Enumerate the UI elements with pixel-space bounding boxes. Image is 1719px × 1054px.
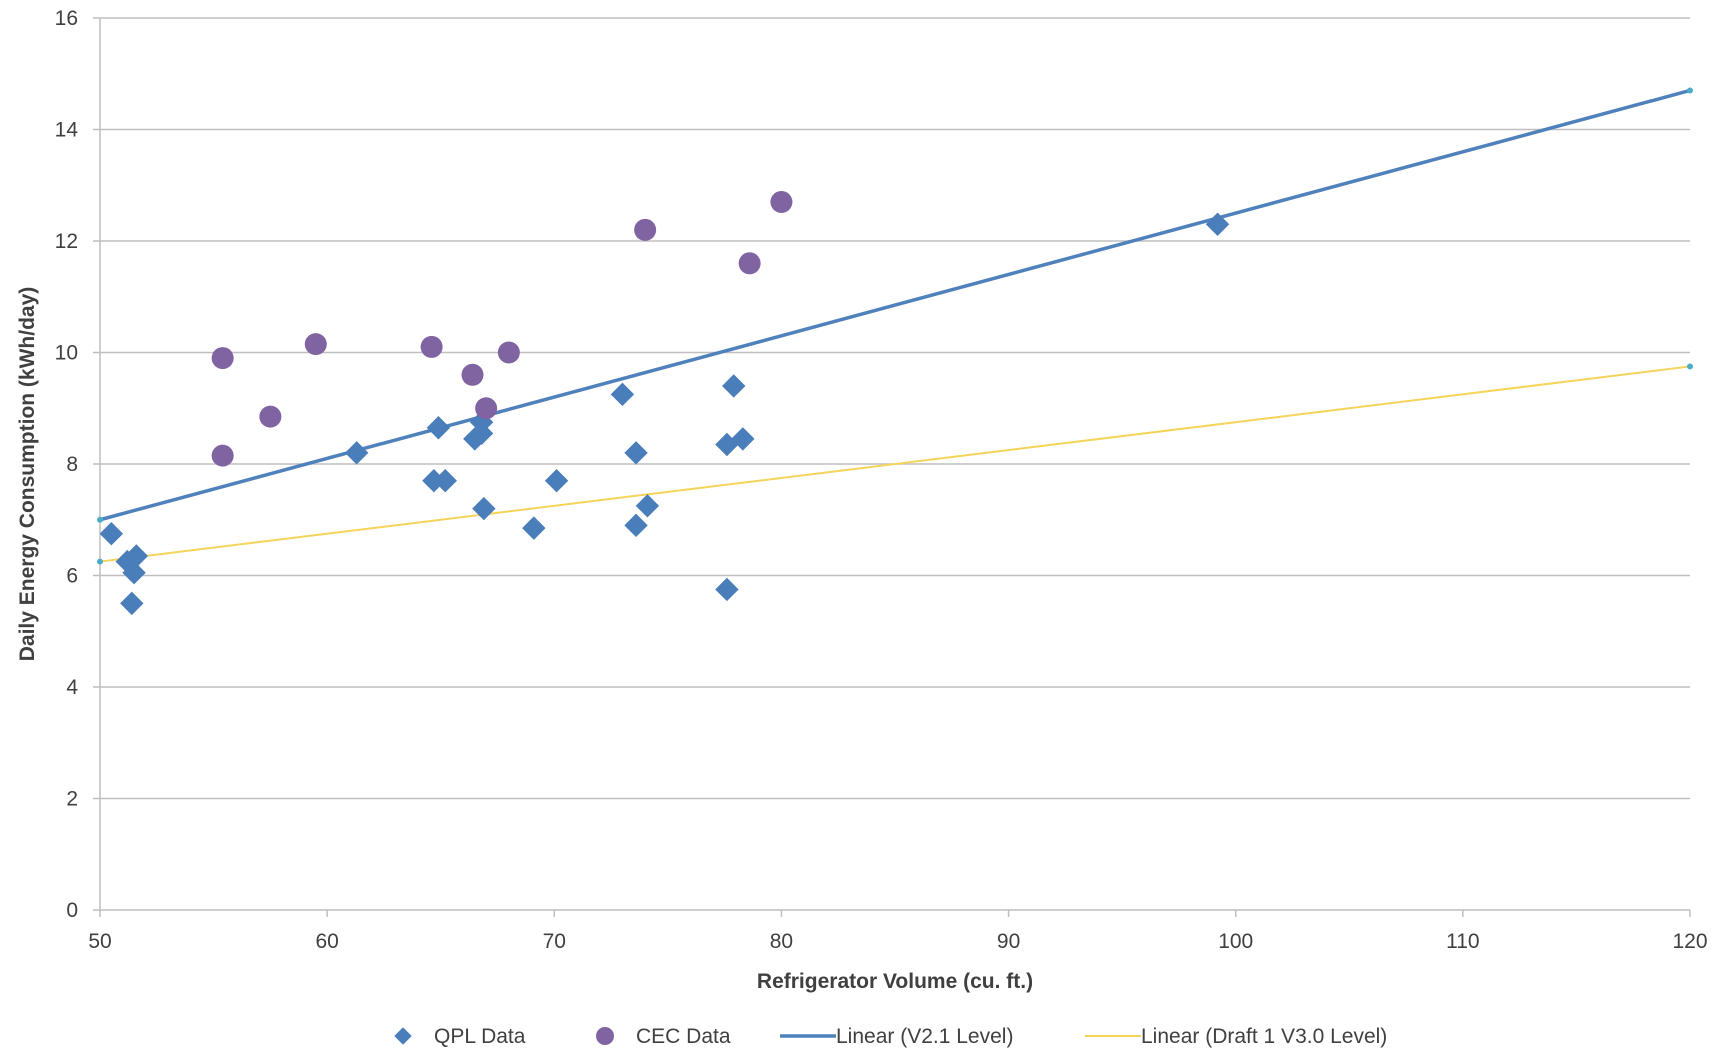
x-tick-label: 100 bbox=[1218, 930, 1253, 953]
point-cec-data bbox=[738, 252, 761, 275]
y-tick-label: 4 bbox=[66, 676, 78, 699]
legend-label-linear-draft-1-v3-0-level: Linear (Draft 1 V3.0 Level) bbox=[1141, 1025, 1387, 1048]
y-tick-label: 16 bbox=[55, 7, 78, 30]
x-tick-label: 80 bbox=[770, 930, 793, 953]
point-cec-data bbox=[497, 341, 520, 364]
legend-label-linear-v2-1-level: Linear (V2.1 Level) bbox=[836, 1025, 1013, 1048]
point-cec-data bbox=[211, 347, 234, 370]
legend: QPL Data CEC Data Linear (V2.1 Level) Linea… bbox=[394, 1025, 1387, 1048]
point-qpl-data bbox=[715, 577, 739, 602]
x-tick-label: 60 bbox=[315, 930, 338, 953]
x-axis-title: Refrigerator Volume (cu. ft.) bbox=[757, 970, 1033, 993]
data-points bbox=[99, 190, 1230, 616]
x-tick-label: 120 bbox=[1672, 930, 1707, 953]
trend-lines bbox=[97, 87, 1693, 565]
point-cec-data bbox=[475, 397, 498, 420]
y-tick-labels: 0 2 4 6 8 10 12 14 16 bbox=[55, 7, 79, 922]
point-cec-data bbox=[420, 335, 443, 358]
x-tick-labels: 50 60 70 80 90 100 110 120 bbox=[88, 930, 1707, 953]
point-qpl-data bbox=[624, 513, 648, 538]
point-cec-data bbox=[461, 363, 484, 386]
point-qpl-data bbox=[99, 521, 124, 546]
x-tick-label: 90 bbox=[997, 930, 1020, 953]
point-qpl-data bbox=[731, 427, 755, 451]
y-tick-label: 6 bbox=[66, 565, 78, 588]
point-qpl-data bbox=[722, 374, 746, 398]
point-qpl-data bbox=[120, 591, 144, 616]
point-qpl-data bbox=[522, 516, 546, 540]
legend-swatch-cec-data bbox=[596, 1027, 614, 1045]
point-qpl-data bbox=[544, 469, 569, 493]
legend-label-cec-data: CEC Data bbox=[636, 1025, 731, 1048]
point-qpl-data bbox=[122, 561, 146, 585]
point-qpl-data bbox=[426, 416, 451, 440]
x-tick-label: 50 bbox=[88, 930, 111, 953]
y-axis-title: Daily Energy Consumption (kWh/day) bbox=[16, 287, 39, 662]
y-tick-label: 0 bbox=[66, 899, 78, 922]
point-cec-data bbox=[304, 333, 327, 356]
x-tick-label: 110 bbox=[1446, 930, 1479, 953]
point-cec-data bbox=[211, 444, 234, 467]
legend-label-qpl-data: QPL Data bbox=[434, 1025, 526, 1048]
grid-lines bbox=[100, 17, 1690, 800]
trendline-endpoint bbox=[97, 516, 103, 523]
point-qpl-data bbox=[624, 441, 648, 465]
y-tick-label: 14 bbox=[55, 119, 79, 142]
y-tick-label: 8 bbox=[66, 453, 78, 476]
point-cec-data bbox=[259, 405, 282, 428]
y-tick-label: 10 bbox=[55, 342, 78, 365]
y-tick-label: 12 bbox=[55, 230, 78, 253]
point-qpl-data bbox=[1205, 212, 1230, 236]
x-tick-label: 70 bbox=[543, 930, 566, 953]
point-qpl-data bbox=[635, 494, 660, 518]
trendline-endpoint bbox=[97, 558, 103, 565]
trendline-linear-v2-1-level bbox=[99, 88, 1691, 522]
point-qpl-data bbox=[472, 496, 496, 521]
y-tick-label: 2 bbox=[66, 788, 78, 811]
point-qpl-data bbox=[610, 382, 635, 407]
point-qpl-data bbox=[433, 469, 457, 493]
point-cec-data bbox=[770, 190, 793, 213]
trendline-endpoint bbox=[1687, 363, 1693, 370]
point-cec-data bbox=[634, 218, 657, 241]
legend-swatch-qpl-data bbox=[394, 1027, 412, 1045]
trendline-endpoint bbox=[1687, 87, 1693, 94]
point-qpl-data bbox=[344, 441, 369, 465]
trendline-linear-draft-1-v3-0-level bbox=[99, 365, 1691, 563]
axes bbox=[93, 17, 1691, 917]
